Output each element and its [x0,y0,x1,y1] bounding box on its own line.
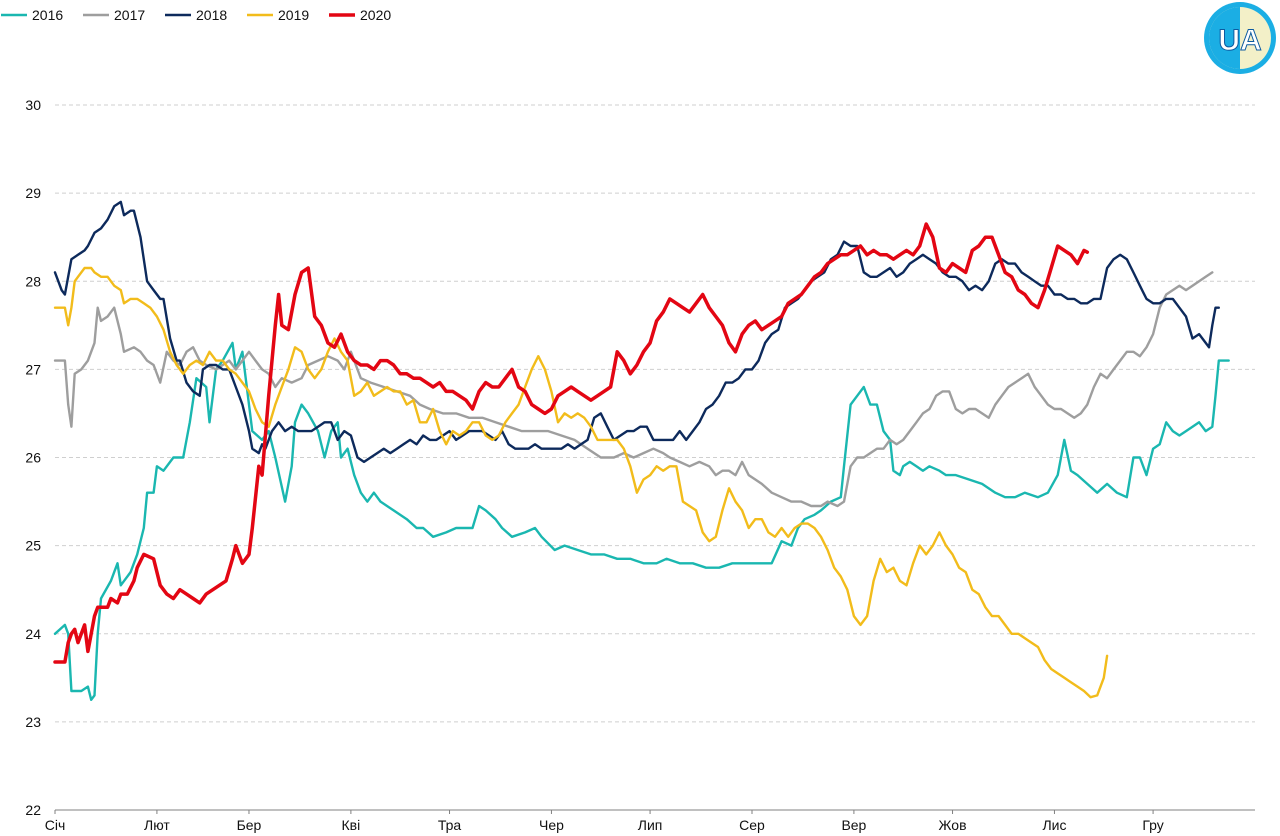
series-line-2019 [53,266,1109,699]
x-axis: Січ Лют Бер Кві Тра Чер Лип Сер Вер Жов Лис Гру [45,809,1255,833]
logo-text: UA [1218,24,1261,57]
y-axis: 22 23 24 25 26 27 28 29 30 [25,97,41,818]
y-tick-label: 28 [25,273,41,289]
series-lines [53,200,1230,701]
x-tick-label: Січ [45,817,66,833]
y-tick-label: 25 [25,538,41,554]
legend-label-2017: 2017 [114,7,145,23]
y-tick-label: 29 [25,185,41,201]
x-tick-label: Кві [342,817,361,833]
series-line-2016 [53,341,1230,701]
logo-left-half [1209,7,1240,69]
x-tick-label: Гру [1142,817,1163,833]
legend-label-2016: 2016 [32,7,63,23]
ua-logo: UA [1204,2,1276,74]
legend-label-2019: 2019 [278,7,309,23]
y-tick-label: 23 [25,714,41,730]
legend: 2016 2017 2018 2019 2020 [1,7,391,23]
series-line-2018 [53,200,1220,464]
x-tick-label: Лют [144,817,170,833]
y-tick-label: 22 [25,802,41,818]
series-line-2017 [53,271,1214,508]
x-tick-label: Бер [237,817,262,833]
x-tick-label: Чер [539,817,564,833]
y-tick-label: 26 [25,450,41,466]
x-tick-label: Лип [638,817,663,833]
y-tick-label: 24 [25,626,41,642]
legend-label-2018: 2018 [196,7,227,23]
y-tick-label: 30 [25,97,41,113]
y-tick-label: 27 [25,361,41,377]
x-tick-label: Сер [739,817,765,833]
x-tick-label: Жов [939,817,967,833]
x-tick-label: Лис [1042,817,1066,833]
x-tick-label: Тра [438,817,462,833]
legend-label-2020: 2020 [360,7,391,23]
series-line-2020 [53,222,1090,664]
x-tick-label: Вер [841,817,866,833]
gridlines [55,104,1255,723]
